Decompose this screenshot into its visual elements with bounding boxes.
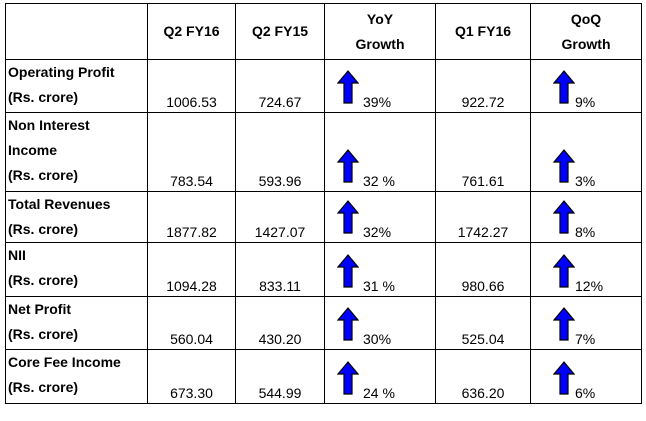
cell-qoq-growth: 6%	[530, 349, 642, 404]
cell-qoq-growth: 12%	[530, 242, 642, 297]
cell-qoq-growth: 7%	[530, 296, 642, 350]
cell-q2-fy15: 544.99	[235, 349, 325, 404]
cell-q1-fy16: 922.72	[435, 59, 531, 113]
row-label-line: NII	[8, 247, 26, 263]
up-arrow-icon	[553, 254, 575, 288]
cell-q2-fy15: 833.11	[235, 242, 325, 297]
cell-yoy-growth-value: 32%	[363, 224, 392, 240]
cell-q2-fy16: 783.54	[147, 112, 236, 192]
row-label-line: (Rs. crore)	[8, 167, 79, 183]
up-arrow-icon	[337, 149, 359, 183]
row-label-line: Operating Profit	[8, 64, 115, 80]
row-label-cell: Core Fee Income (Rs. crore)	[5, 349, 148, 404]
header-yoy-growth: YoY Growth	[324, 3, 436, 60]
table-row: Net Profit (Rs. crore) 560.04 430.20 30% 525.…	[5, 296, 642, 350]
cell-q2-fy15: 724.67	[235, 59, 325, 113]
header-q1-fy16: Q1 FY16	[435, 3, 531, 60]
up-arrow-icon	[337, 307, 359, 341]
cell-q1-fy16: 980.66	[435, 242, 531, 297]
header-q2-fy16: Q2 FY16	[147, 3, 236, 60]
cell-qoq-growth-value: 9%	[575, 94, 596, 110]
row-label-line: (Rs. crore)	[8, 379, 79, 395]
up-arrow-icon	[553, 361, 575, 395]
header-qoq-growth: QoQ Growth	[530, 3, 642, 60]
cell-yoy-growth: 32%	[324, 191, 436, 243]
header-row: Q2 FY16 Q2 FY15 YoY Growth Q1 FY16 QoQ G…	[5, 3, 642, 60]
cell-yoy-growth-value: 24 %	[363, 385, 395, 401]
up-arrow-icon	[553, 70, 575, 104]
cell-q2-fy16: 673.30	[147, 349, 236, 404]
header-qoq-line2: Growth	[561, 35, 611, 52]
row-label-line: Net Profit	[8, 301, 71, 317]
table-row: Operating Profit (Rs. crore) 1006.53 724.67…	[5, 59, 642, 113]
up-arrow-icon	[553, 307, 575, 341]
row-label-line: Income	[8, 142, 58, 158]
financial-results-table: Q2 FY16 Q2 FY15 YoY Growth Q1 FY16 QoQ G…	[5, 3, 642, 404]
cell-q2-fy15: 593.96	[235, 112, 325, 192]
cell-yoy-growth: 31 %	[324, 242, 436, 297]
cell-qoq-growth: 3%	[530, 112, 642, 192]
row-label-line: Non Interest	[8, 117, 90, 133]
cell-qoq-growth-value: 12%	[575, 278, 604, 294]
cell-qoq-growth: 8%	[530, 191, 642, 243]
cell-qoq-growth-value: 8%	[575, 224, 596, 240]
row-label-line: Total Revenues	[8, 196, 111, 212]
up-arrow-icon	[553, 149, 575, 183]
table-row: Total Revenues (Rs. crore) 1877.82 1427.07 3…	[5, 191, 642, 243]
cell-yoy-growth: 24 %	[324, 349, 436, 404]
up-arrow-icon	[337, 200, 359, 234]
cell-q1-fy16: 761.61	[435, 112, 531, 192]
up-arrow-icon	[553, 200, 575, 234]
header-yoy-line2: Growth	[355, 35, 405, 52]
cell-yoy-growth: 32 %	[324, 112, 436, 192]
cell-q1-fy16: 525.04	[435, 296, 531, 350]
row-label-cell: Net Profit (Rs. crore)	[5, 296, 148, 350]
cell-qoq-growth-value: 7%	[575, 331, 596, 347]
row-label-line: (Rs. crore)	[8, 326, 79, 342]
table-row: Non Interest Income (Rs. crore) 783.54 593.9…	[5, 112, 642, 192]
header-qoq-line1: QoQ	[570, 10, 602, 27]
cell-yoy-growth-value: 39%	[363, 94, 392, 110]
cell-yoy-growth-value: 32 %	[363, 173, 395, 189]
up-arrow-icon	[337, 361, 359, 395]
row-label-line: (Rs. crore)	[8, 89, 79, 105]
cell-yoy-growth: 39%	[324, 59, 436, 113]
up-arrow-icon	[337, 254, 359, 288]
cell-q2-fy16: 1877.82	[147, 191, 236, 243]
row-label-cell: Non Interest Income (Rs. crore)	[5, 112, 148, 192]
cell-yoy-growth-value: 30%	[363, 331, 392, 347]
cell-q2-fy15: 430.20	[235, 296, 325, 350]
cell-q1-fy16: 1742.27	[435, 191, 531, 243]
row-label-line: (Rs. crore)	[8, 221, 79, 237]
header-corner-cell	[5, 3, 148, 60]
table-row: Core Fee Income (Rs. crore) 673.30 544.99 24…	[5, 349, 642, 404]
cell-q2-fy16: 1094.28	[147, 242, 236, 297]
row-label-cell: NII (Rs. crore)	[5, 242, 148, 297]
cell-qoq-growth-value: 3%	[575, 173, 596, 189]
cell-yoy-growth-value: 31 %	[363, 278, 395, 294]
row-label-line: Core Fee Income	[8, 354, 121, 370]
row-label-cell: Total Revenues (Rs. crore)	[5, 191, 148, 243]
row-label-line: (Rs. crore)	[8, 272, 79, 288]
header-yoy-line1: YoY	[366, 10, 394, 27]
cell-qoq-growth: 9%	[530, 59, 642, 113]
up-arrow-icon	[337, 70, 359, 104]
row-label-cell: Operating Profit (Rs. crore)	[5, 59, 148, 113]
cell-q2-fy15: 1427.07	[235, 191, 325, 243]
cell-q2-fy16: 1006.53	[147, 59, 236, 113]
cell-qoq-growth-value: 6%	[575, 385, 596, 401]
header-q2-fy15: Q2 FY15	[235, 3, 325, 60]
cell-q1-fy16: 636.20	[435, 349, 531, 404]
cell-yoy-growth: 30%	[324, 296, 436, 350]
cell-q2-fy16: 560.04	[147, 296, 236, 350]
table-row: NII (Rs. crore) 1094.28 833.11 31 % 980.66 12%	[5, 242, 642, 297]
